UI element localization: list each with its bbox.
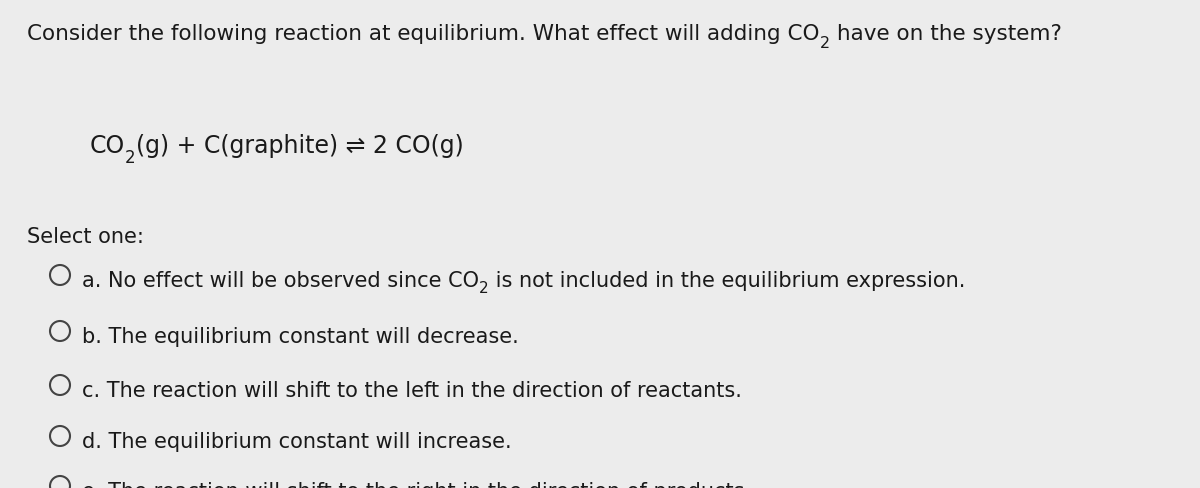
Text: d. The equilibrium constant will increase.: d. The equilibrium constant will increas… (82, 431, 511, 451)
Text: CO: CO (90, 134, 125, 158)
Text: 2: 2 (820, 36, 829, 51)
Text: Consider the following reaction at equilibrium. What effect will adding CO: Consider the following reaction at equil… (28, 24, 820, 44)
Text: Consider the following reaction at equilibrium. What effect will adding CO: Consider the following reaction at equil… (28, 24, 820, 44)
Text: is not included in the equilibrium expression.: is not included in the equilibrium expre… (488, 270, 965, 290)
Text: a. No effect will be observed since CO: a. No effect will be observed since CO (82, 270, 479, 290)
Text: Select one:: Select one: (28, 226, 144, 246)
Text: have on the system?: have on the system? (829, 24, 1062, 44)
Text: e. The reaction will shift to the right in the direction of products.: e. The reaction will shift to the right … (82, 481, 751, 488)
Text: b. The equilibrium constant will decrease.: b. The equilibrium constant will decreas… (82, 326, 518, 346)
Text: 2: 2 (820, 36, 829, 51)
Text: 2: 2 (479, 281, 488, 295)
Text: 2: 2 (479, 281, 488, 295)
Text: a. No effect will be observed since CO: a. No effect will be observed since CO (82, 270, 479, 290)
Text: 2: 2 (125, 149, 136, 167)
Text: 2: 2 (125, 149, 136, 167)
Text: c. The reaction will shift to the left in the direction of reactants.: c. The reaction will shift to the left i… (82, 380, 742, 400)
Text: (g) + C(graphite) ⇌ 2 CO(g): (g) + C(graphite) ⇌ 2 CO(g) (136, 134, 463, 158)
Text: CO: CO (90, 134, 125, 158)
